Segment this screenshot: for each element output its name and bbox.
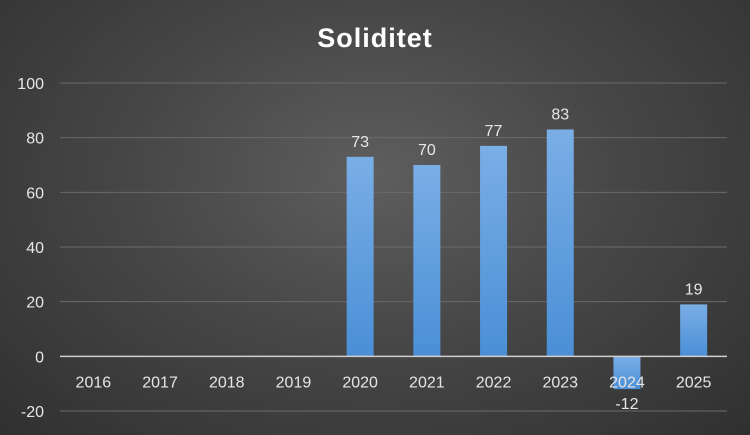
y-tick-label: 0 xyxy=(35,349,44,366)
data-label-2020: 73 xyxy=(351,134,369,151)
x-tick-label: 2024 xyxy=(609,374,645,391)
data-label-2025: 19 xyxy=(685,281,703,298)
data-labels: 73 70 77 83 -12 19 xyxy=(351,106,702,413)
y-tick-label: 60 xyxy=(26,185,44,202)
x-tick-label: 2025 xyxy=(676,374,712,391)
bars xyxy=(346,129,708,390)
x-tick-label: 2019 xyxy=(276,374,312,391)
y-tick-label: 40 xyxy=(26,240,44,257)
data-label-2023: 83 xyxy=(551,106,569,123)
x-tick-label: 2020 xyxy=(342,374,378,391)
y-tick-label: 20 xyxy=(26,295,44,312)
x-tick-label: 2023 xyxy=(542,374,578,391)
chart-title: Soliditet xyxy=(317,23,433,53)
bar-2020 xyxy=(346,156,374,357)
y-axis-ticks: -20 0 20 40 60 80 100 xyxy=(17,76,44,421)
x-tick-label: 2018 xyxy=(209,374,245,391)
x-tick-label: 2021 xyxy=(409,374,445,391)
x-axis-ticks: 2016 2017 2018 2019 2020 2021 2022 2023 2024 2025 xyxy=(76,374,712,391)
bar-2021 xyxy=(413,165,441,357)
gridlines xyxy=(60,82,727,412)
x-tick-label: 2016 xyxy=(76,374,112,391)
bar-2025 xyxy=(680,304,708,357)
y-tick-label: 100 xyxy=(17,76,44,93)
y-tick-label: 80 xyxy=(26,131,44,148)
x-tick-label: 2017 xyxy=(142,374,178,391)
y-tick-label: -20 xyxy=(21,404,44,421)
data-label-2021: 70 xyxy=(418,142,436,159)
bar-2023 xyxy=(546,129,574,357)
x-tick-label: 2022 xyxy=(476,374,512,391)
bar-2022 xyxy=(480,145,508,357)
data-label-2022: 77 xyxy=(485,123,503,140)
data-label-2024: -12 xyxy=(615,396,638,413)
bar-2024 xyxy=(613,356,641,390)
